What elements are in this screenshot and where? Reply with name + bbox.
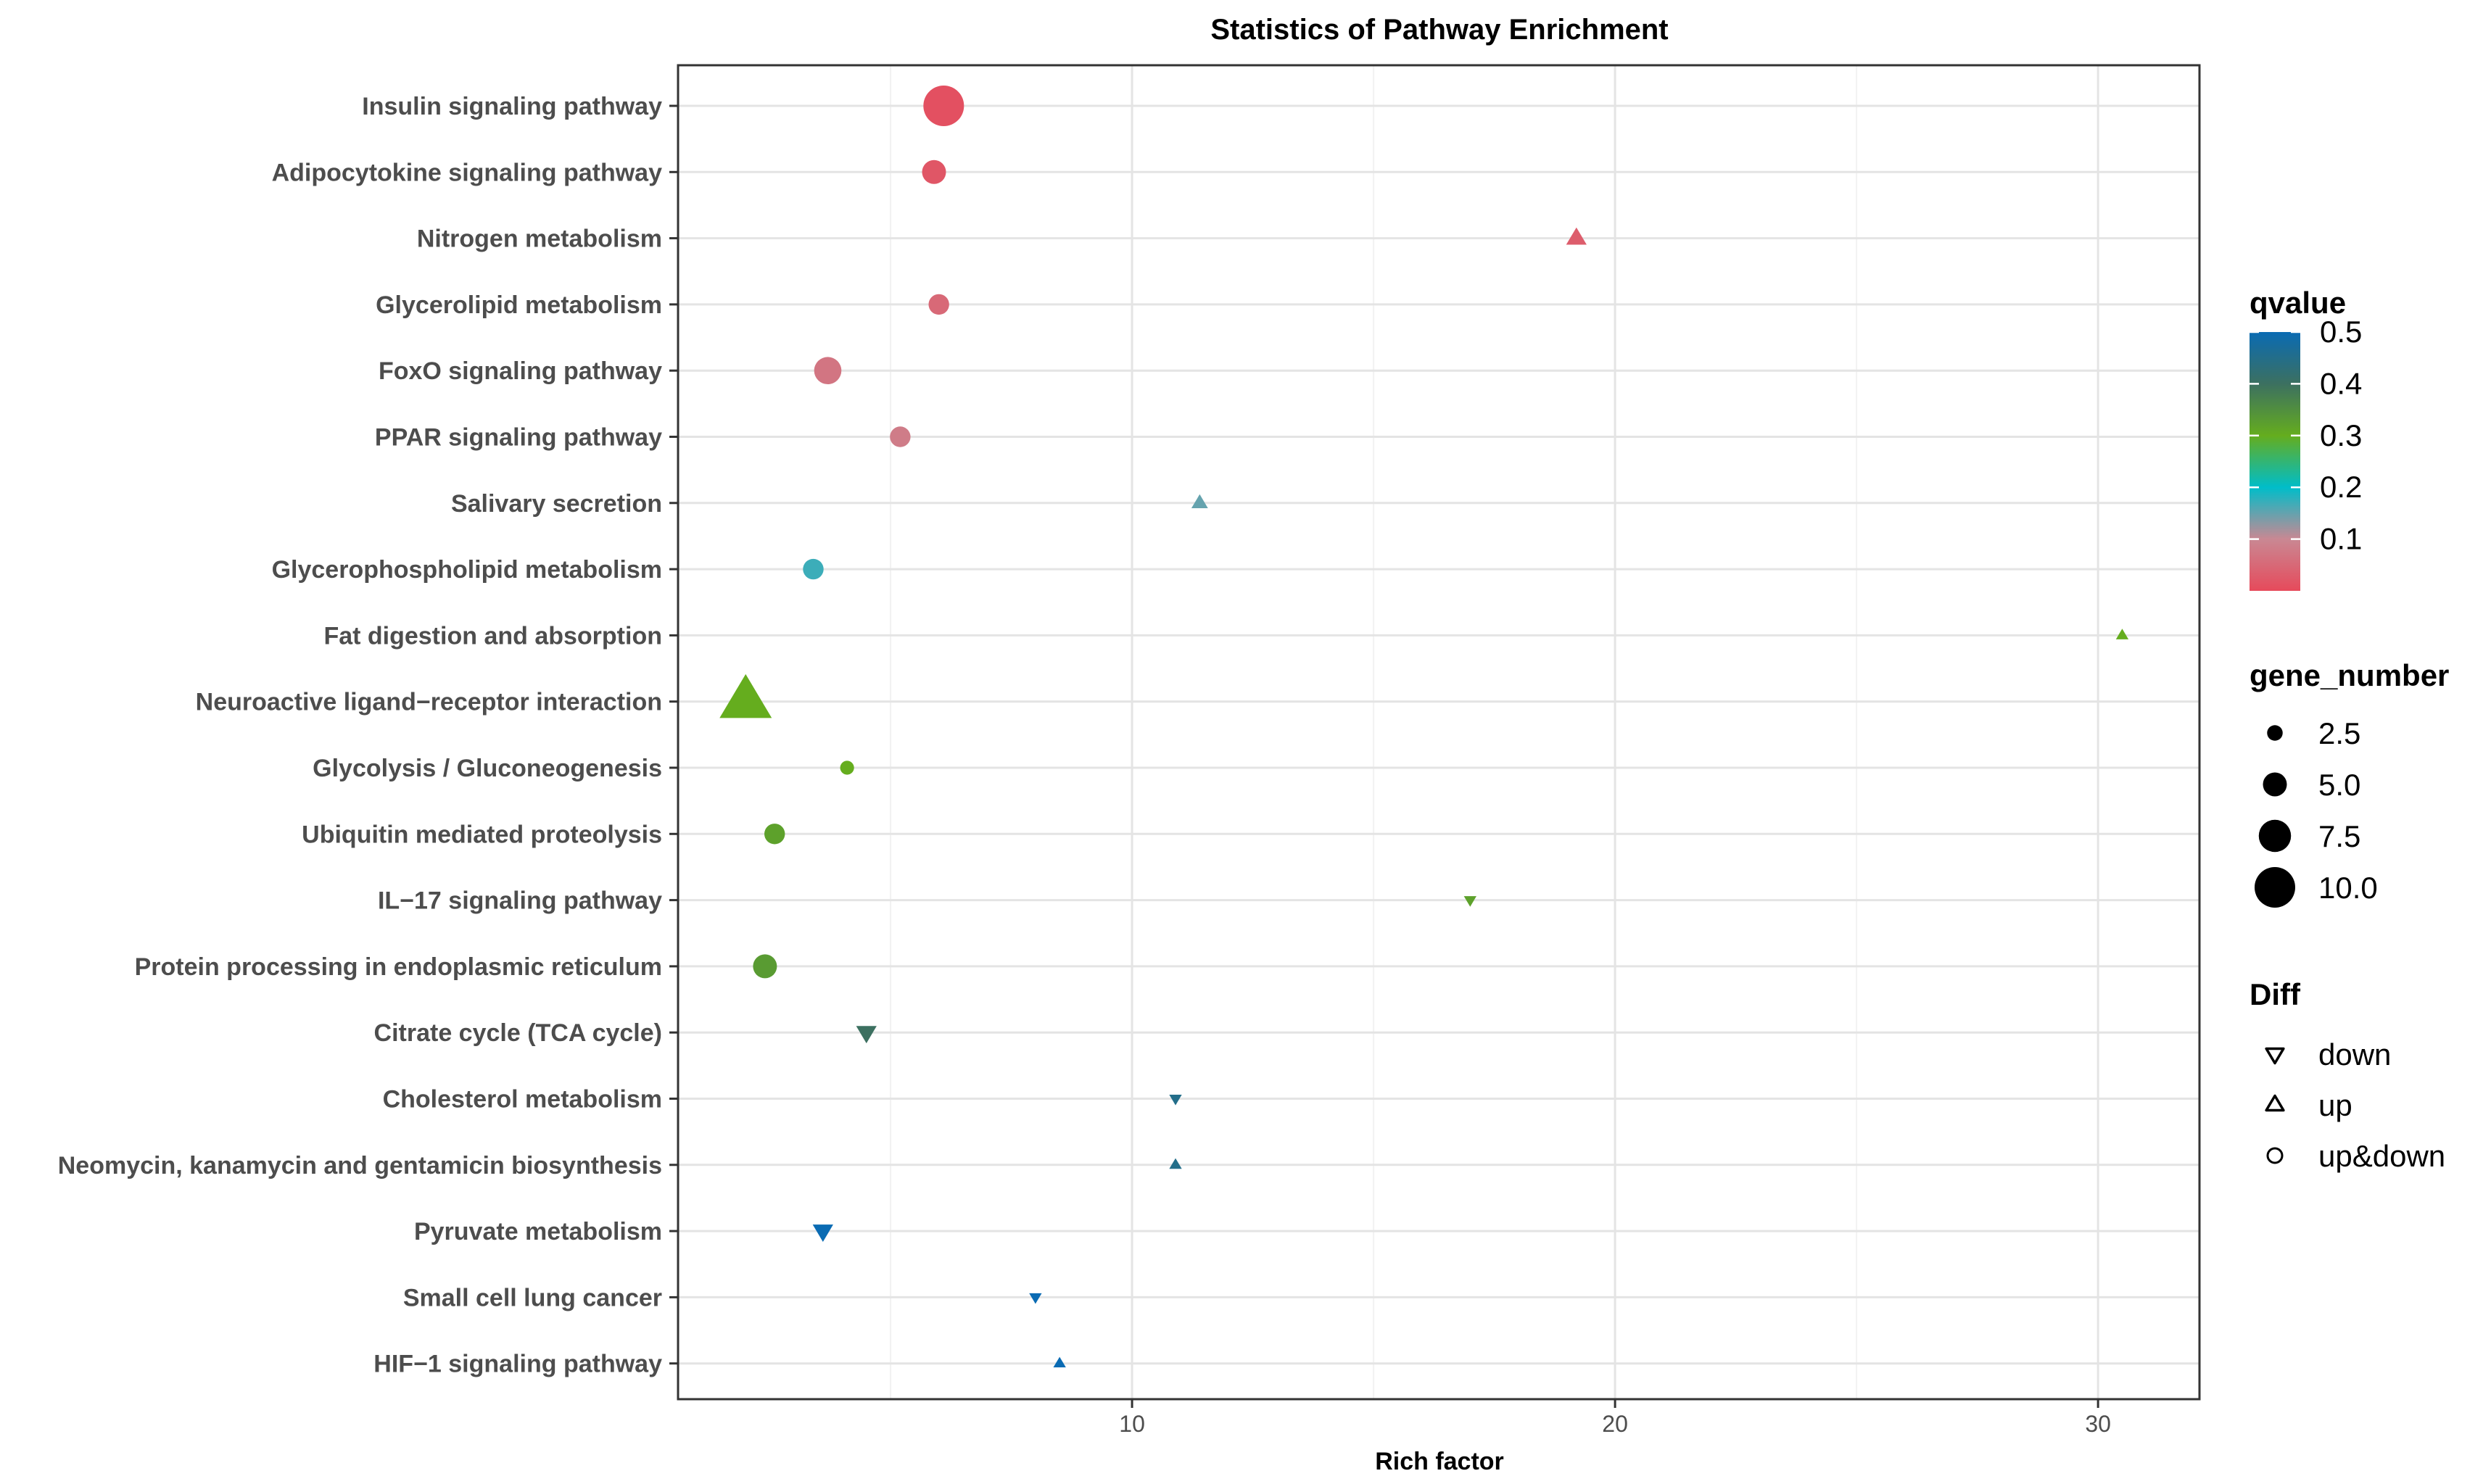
x-tick-label: 20 [1602, 1411, 1628, 1437]
y-tick-label: Insulin signaling pathway [362, 93, 662, 120]
gene-number-legend-key [2255, 867, 2295, 908]
data-point [1463, 896, 1476, 907]
diff-legend-label: up [2318, 1088, 2352, 1122]
diff-legend-key [2266, 1147, 2284, 1164]
y-tick-label: Pyruvate metabolism [414, 1218, 662, 1245]
y-tick-label: Glycerophospholipid metabolism [272, 556, 662, 584]
data-point [1169, 1095, 1182, 1106]
qvalue-colorbar [2250, 332, 2300, 591]
chart-title: Statistics of Pathway Enrichment [1210, 14, 1668, 46]
data-point [1566, 227, 1587, 245]
gene-number-legend-label: 5.0 [2318, 768, 2360, 802]
y-tick-label: Neuroactive ligand−receptor interaction [196, 689, 662, 716]
y-axis-labels: Insulin signaling pathway Adipocytokine s… [58, 93, 678, 1378]
data-point [1169, 1158, 1182, 1169]
data-point [764, 824, 785, 845]
gene-number-legend-label: 7.5 [2318, 819, 2360, 853]
y-tick-label: Glycolysis / Gluconeogenesis [313, 755, 662, 782]
x-tick-label: 10 [1119, 1411, 1145, 1437]
y-tick-label: Neomycin, kanamycin and gentamicin biosy… [58, 1152, 662, 1180]
y-tick-label: Cholesterol metabolism [383, 1086, 662, 1114]
data-point [840, 760, 854, 775]
gene-number-legend-key [2263, 772, 2287, 797]
diff-legend-label: down [2318, 1037, 2391, 1071]
y-tick-label: Glycerolipid metabolism [376, 291, 662, 319]
y-tick-label: Salivary secretion [451, 490, 662, 518]
qvalue-legend-label: 0.2 [2320, 470, 2362, 504]
qvalue-legend-title: qvalue [2250, 286, 2346, 320]
diff-legend-label: up&down [2318, 1139, 2445, 1173]
y-tick-label: Adipocytokine signaling pathway [272, 159, 662, 186]
gridlines [678, 65, 2199, 1399]
data-point [923, 86, 964, 126]
data-point [1053, 1356, 1066, 1368]
y-tick-label: Ubiquitin mediated proteolysis [302, 821, 662, 848]
qvalue-legend-label: 0.1 [2320, 522, 2362, 556]
data-point [2115, 629, 2129, 639]
y-tick-label: Nitrogen metabolism [417, 225, 662, 253]
data-point [1029, 1293, 1042, 1304]
qvalue-legend-label: 0.3 [2320, 418, 2362, 452]
plot-area: Insulin signaling pathway Adipocytokine s… [58, 64, 2201, 1437]
data-point [719, 673, 772, 718]
diff-legend-key [2265, 1094, 2285, 1112]
data-point [803, 558, 824, 580]
qvalue-legend-label: 0.4 [2320, 366, 2362, 400]
data-point [814, 357, 842, 384]
y-tick-label: PPAR signaling pathway [375, 424, 662, 452]
gene-number-legend-label: 10.0 [2318, 871, 2378, 905]
data-point [922, 159, 946, 184]
data-point [928, 294, 949, 315]
x-axis-label: Rich factor [1375, 1448, 1504, 1475]
data-point [812, 1224, 833, 1242]
plot-border [677, 64, 2201, 1401]
y-tick-label: HIF−1 signaling pathway [373, 1351, 662, 1378]
y-tick-label: Small cell lung cancer [403, 1284, 662, 1311]
gene-number-legend-label: 2.5 [2318, 716, 2360, 750]
y-tick-label: Protein processing in endoplasmic reticu… [135, 953, 662, 981]
data-point [856, 1026, 877, 1044]
gene-number-legend-key [2267, 725, 2283, 741]
data-point [890, 426, 911, 447]
y-tick-label: Fat digestion and absorption [323, 622, 662, 650]
diff-legend-key [2265, 1047, 2285, 1065]
gene-number-legend-key [2258, 819, 2292, 853]
plot-background [678, 65, 2199, 1399]
gene-number-legend-title: gene_number [2250, 658, 2449, 692]
qvalue-legend-label: 0.5 [2320, 315, 2362, 349]
y-tick-label: FoxO signaling pathway [379, 357, 662, 385]
x-axis-labels: 10 20 30 [1119, 1399, 2111, 1437]
data-point [753, 954, 777, 979]
x-tick-label: 30 [2085, 1411, 2111, 1437]
y-tick-label: Citrate cycle (TCA cycle) [374, 1019, 662, 1047]
diff-legend-title: Diff [2250, 977, 2301, 1011]
data-point [1191, 494, 1208, 508]
data-points [719, 86, 2129, 1368]
y-tick-label: IL−17 signaling pathway [378, 887, 662, 915]
